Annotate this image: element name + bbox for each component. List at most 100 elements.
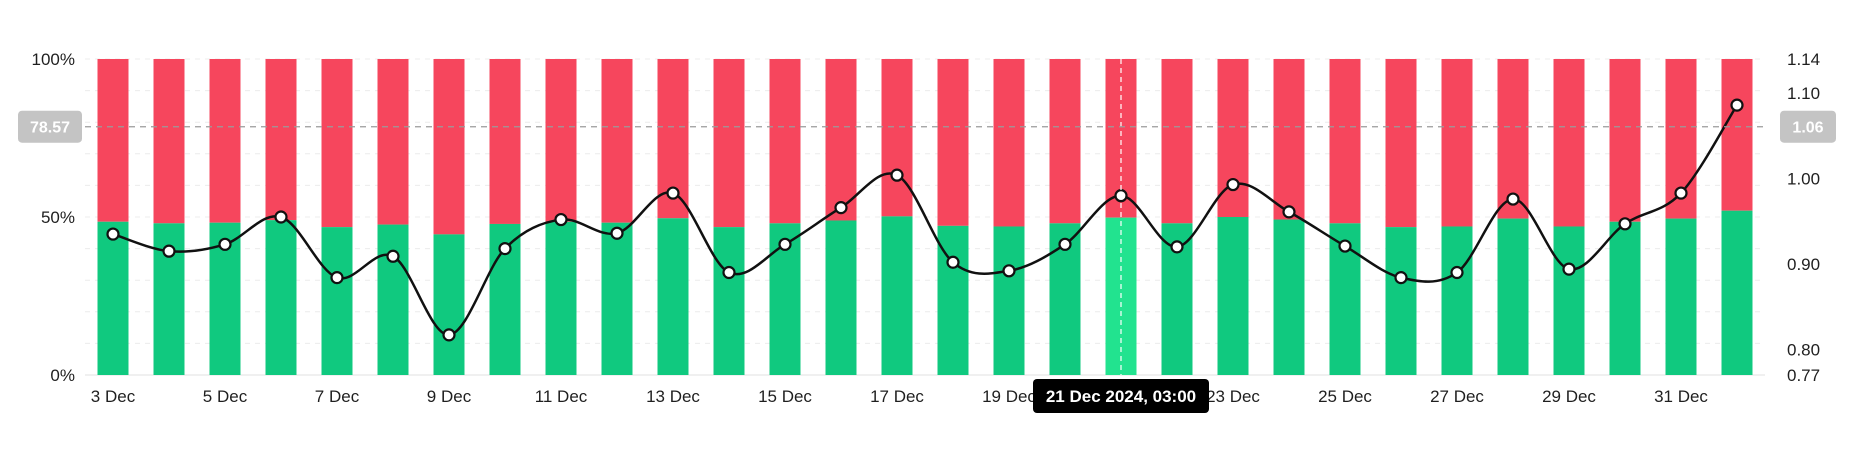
y-right-tick-label: 0.77 — [1787, 366, 1820, 385]
ratio-point[interactable] — [274, 210, 288, 224]
ratio-line — [106, 98, 1744, 342]
bar-segment-red[interactable] — [545, 59, 577, 222]
bar-segment-green[interactable] — [97, 221, 129, 375]
bar-segment-red[interactable] — [937, 59, 969, 226]
crosshair-right-badge — [1780, 110, 1836, 143]
ratio-point[interactable] — [666, 186, 680, 200]
ratio-point[interactable] — [330, 271, 344, 285]
ratio-point[interactable] — [106, 227, 120, 241]
bar-segment-green[interactable] — [993, 226, 1025, 375]
bar-segment-green[interactable] — [1441, 226, 1473, 375]
bar-segment-red[interactable] — [1721, 59, 1753, 211]
ratio-point[interactable] — [946, 255, 960, 269]
y-right-tick-label: 0.90 — [1787, 255, 1820, 274]
ratio-point[interactable] — [1226, 177, 1240, 192]
bar-segment-red[interactable] — [713, 59, 745, 228]
bar-segment-green[interactable] — [1665, 218, 1697, 375]
bar-segment-green[interactable] — [713, 227, 745, 375]
ratio-point[interactable] — [386, 249, 400, 263]
ratio-point[interactable] — [1394, 271, 1408, 285]
bar-segment-red[interactable] — [881, 59, 913, 217]
bar-segment-red[interactable] — [993, 59, 1025, 227]
ratio-point[interactable] — [1058, 237, 1072, 251]
bar-segment-red[interactable] — [769, 59, 801, 224]
x-tick-label: 27 Dec — [1430, 387, 1484, 406]
x-tick-label: 31 Dec — [1654, 387, 1708, 406]
bar-segment-green[interactable] — [1385, 227, 1417, 375]
bar-segment-red[interactable] — [1497, 59, 1529, 219]
bar-segment-red[interactable] — [1385, 59, 1417, 228]
bar-segment-red[interactable] — [1441, 59, 1473, 227]
ratio-point[interactable] — [1450, 265, 1464, 280]
ratio-point[interactable] — [1730, 98, 1744, 112]
x-tick-label: 9 Dec — [427, 387, 472, 406]
ratio-point[interactable] — [1170, 240, 1184, 254]
ratio-point[interactable] — [1506, 192, 1520, 206]
ratio-point[interactable] — [162, 244, 176, 258]
ratio-point[interactable] — [1338, 239, 1352, 253]
ratio-point[interactable] — [1562, 262, 1576, 276]
bar-segment-red[interactable] — [825, 59, 857, 221]
ratio-point[interactable] — [834, 201, 848, 215]
bar-segment-red[interactable] — [1553, 59, 1585, 227]
ratio-point[interactable] — [722, 265, 736, 280]
bar-segment-red[interactable] — [321, 59, 353, 228]
x-tick-label: 11 Dec — [535, 387, 588, 406]
y-left-tick-label: 100% — [32, 50, 75, 69]
bar-segment-red[interactable] — [265, 59, 297, 221]
bar-segment-red[interactable] — [1329, 59, 1361, 224]
bars — [97, 59, 1753, 375]
bar-segment-green[interactable] — [321, 227, 353, 375]
bar-segment-green[interactable] — [881, 216, 913, 375]
bar-segment-red[interactable] — [1161, 59, 1193, 224]
ratio-point[interactable] — [218, 237, 232, 251]
crosshair-right-value: 1.06 — [1792, 120, 1823, 137]
ratio-point[interactable] — [778, 237, 792, 251]
ratio-point[interactable] — [1674, 186, 1688, 200]
bar-segment-green[interactable] — [1721, 210, 1753, 375]
bar-segment-red[interactable] — [153, 59, 185, 224]
bar-segment-red[interactable] — [1049, 59, 1081, 224]
bar-segment-green[interactable] — [825, 220, 857, 375]
ratio-point[interactable] — [442, 328, 456, 342]
x-tick-label: 15 Dec — [758, 387, 812, 406]
bar-segment-red[interactable] — [433, 59, 465, 235]
ratio-point[interactable] — [610, 226, 624, 240]
bar-segment-green[interactable] — [433, 234, 465, 375]
bar-segment-green[interactable] — [265, 220, 297, 375]
bar-segment-red[interactable] — [601, 59, 633, 223]
bar-segment-red[interactable] — [209, 59, 241, 223]
y-right-tick-label: 1.00 — [1787, 170, 1820, 189]
x-tick-label: 19 Dec — [982, 387, 1036, 406]
ratio-point[interactable] — [1002, 264, 1016, 278]
x-tick-label: 5 Dec — [203, 387, 248, 406]
bar-segment-red[interactable] — [377, 59, 409, 225]
bar-segment-red[interactable] — [97, 59, 129, 222]
crosshair-left-badge — [18, 110, 82, 143]
x-tick-label: 3 Dec — [91, 387, 136, 406]
ratio-point[interactable] — [1618, 217, 1632, 231]
bar-segment-red[interactable] — [1609, 59, 1641, 222]
crosshair-date-label: 21 Dec 2024, 03:00 — [1046, 387, 1196, 406]
ratio-point[interactable] — [1282, 205, 1296, 219]
bar-segment-red[interactable] — [489, 59, 521, 224]
bar-segment-green[interactable] — [1217, 217, 1249, 375]
bar-segment-green[interactable] — [601, 222, 633, 375]
ratio-point[interactable] — [554, 212, 568, 227]
bar-segment-green[interactable] — [545, 221, 577, 375]
x-tick-label: 25 Dec — [1318, 387, 1372, 406]
bar-segment-green[interactable] — [1553, 226, 1585, 375]
bar-segment-green[interactable] — [1497, 218, 1529, 375]
bar-segment-green[interactable] — [1609, 221, 1641, 375]
crosshair: 78.57 1.06 21 Dec 2024, 03:00 — [18, 59, 1836, 413]
crosshair-left-value: 78.57 — [30, 120, 70, 137]
y-left-tick-label: 50% — [41, 208, 75, 227]
bar-segment-green[interactable] — [1273, 219, 1305, 375]
ratio-point[interactable] — [890, 168, 904, 182]
bar-segment-red[interactable] — [1273, 59, 1305, 220]
ratio-point[interactable] — [498, 242, 512, 256]
bar-segment-green[interactable] — [377, 224, 409, 375]
bar-segment-green[interactable] — [657, 218, 689, 375]
